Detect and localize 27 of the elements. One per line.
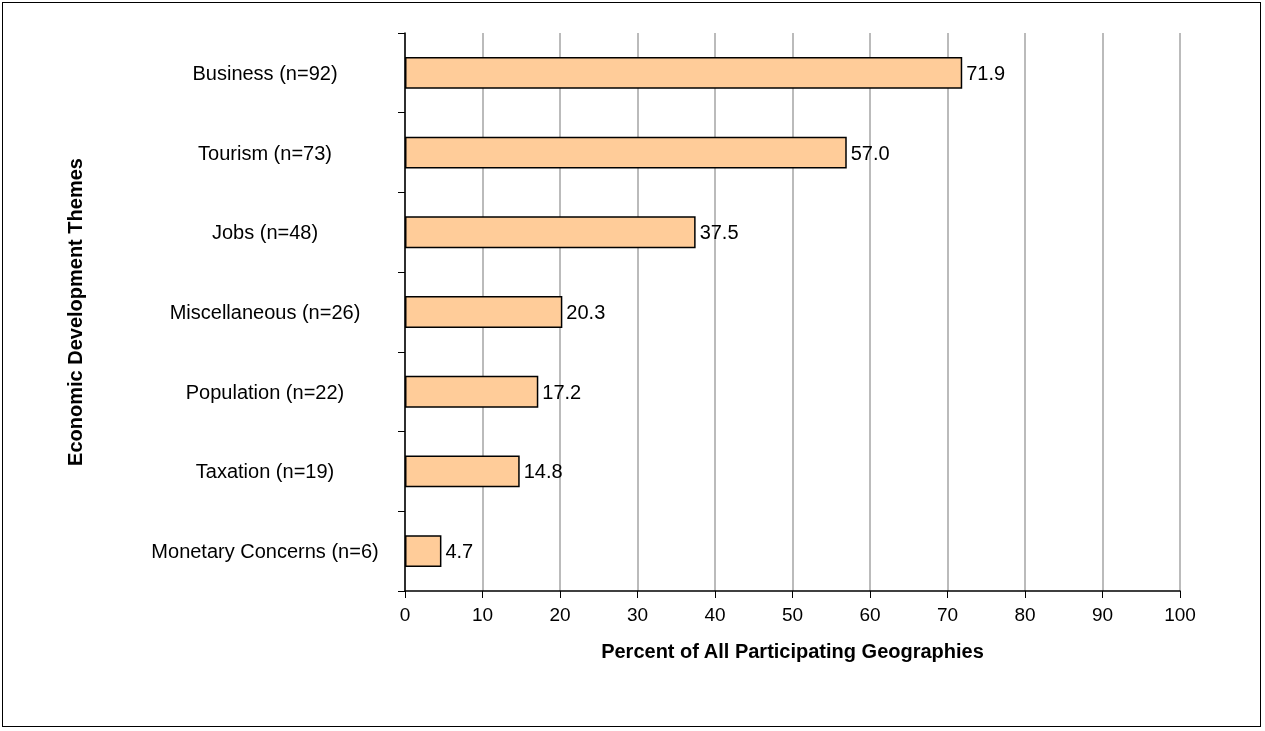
x-tick-label: 50 — [781, 604, 804, 625]
x-tick-label: 20 — [549, 604, 571, 625]
x-tick-label: 90 — [1091, 604, 1114, 625]
x-tick-label: 0 — [399, 604, 411, 625]
data-label: 17.2 — [542, 380, 582, 403]
y-tick-label: Tourism (n=73) — [198, 141, 332, 164]
y-tick-label: Monetary Concerns (n=6) — [151, 540, 379, 563]
x-tick-label: 80 — [1014, 604, 1036, 625]
data-label: 4.7 — [445, 540, 474, 563]
y-tick-label: Jobs (n=48) — [211, 221, 319, 244]
x-tick-label: 100 — [1164, 604, 1196, 625]
data-label: 37.5 — [699, 221, 739, 244]
x-tick-label: 60 — [859, 604, 881, 625]
x-tick-label: 70 — [936, 604, 959, 625]
x-tick-label: 30 — [626, 604, 649, 625]
y-axis-title: Economic Development Themes — [64, 158, 86, 466]
y-tick-label: Taxation (n=19) — [195, 460, 335, 483]
y-tick-label: Population (n=22) — [185, 380, 345, 403]
data-label: 57.0 — [850, 141, 890, 164]
x-tick-label: 10 — [471, 604, 494, 625]
y-tick-label: Business (n=92) — [192, 61, 338, 84]
data-label: 71.9 — [966, 61, 1006, 84]
y-tick-label: Miscellaneous (n=26) — [169, 301, 361, 323]
data-label: 14.8 — [523, 460, 563, 483]
x-tick-label: 40 — [704, 604, 726, 625]
x-axis-title: Percent of All Participating Geographies — [601, 640, 984, 662]
data-label: 20.3 — [566, 301, 606, 323]
